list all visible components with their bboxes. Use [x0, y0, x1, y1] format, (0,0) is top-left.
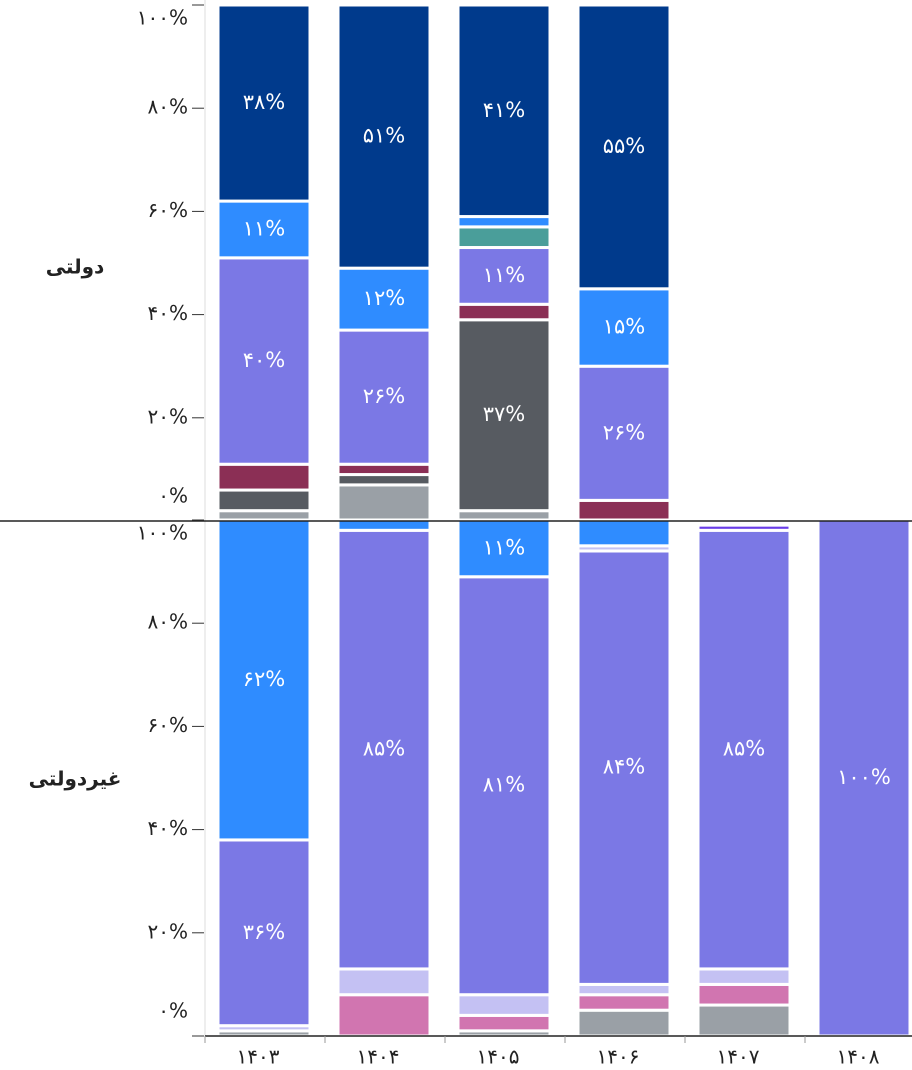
y-tick-label: ۸۰% [148, 610, 189, 634]
bar-segment [576, 1008, 672, 1038]
value-label: ۱۵% [603, 315, 646, 339]
value-label: ۶۲% [243, 667, 286, 691]
bar-segment [456, 575, 552, 997]
bar-segment [696, 528, 792, 971]
bar-segment [336, 967, 432, 997]
bar-segment [456, 1013, 552, 1033]
bar-segment [456, 318, 552, 513]
value-label: ۴۰% [243, 348, 286, 372]
y-tick-label: ۰% [158, 999, 188, 1023]
bar-segment [216, 3, 312, 203]
bar-segment [216, 199, 312, 260]
bar-segment [216, 462, 312, 492]
y-tick-label: ۲۰% [148, 404, 189, 428]
value-label: ۲۶% [363, 384, 406, 408]
bar-segment [216, 256, 312, 466]
y-tick-label: ۰% [158, 484, 188, 508]
x-tick-label: ۱۴۰۵ [477, 1045, 520, 1069]
bar-segment [696, 967, 792, 986]
value-label: ۳۶% [243, 920, 286, 944]
bar-segment [336, 473, 432, 487]
y-tick-label: ۴۰% [148, 301, 189, 325]
bar-segment [456, 225, 552, 250]
panel-label: دولتی [46, 255, 105, 279]
bar-segment [336, 993, 432, 1038]
bar-segment [576, 287, 672, 368]
value-label: ۱۱% [243, 216, 286, 240]
value-label: ۱۰۰% [837, 765, 891, 789]
y-tick-label: ۲۰% [148, 919, 189, 943]
bar-segment [456, 3, 552, 219]
x-tick-label: ۱۴۰۶ [597, 1045, 640, 1069]
x-tick-label: ۱۴۰۳ [237, 1045, 280, 1069]
bar-segment [456, 518, 552, 579]
bar-segment [696, 523, 792, 532]
bar-segment [216, 518, 312, 842]
bar-segment [336, 462, 432, 477]
y-tick-label: ۶۰% [148, 198, 189, 222]
value-label: ۸۴% [603, 755, 646, 779]
value-label: ۱۲% [363, 286, 406, 310]
bar-segment [816, 518, 912, 1038]
bar-segment [576, 993, 672, 1012]
value-label: ۱۱% [483, 535, 526, 559]
bar-segment [576, 549, 672, 986]
panel-label: غیردولتی [29, 767, 122, 791]
bar-segment [456, 993, 552, 1017]
value-label: ۵۵% [603, 134, 646, 158]
x-tick-label: ۱۴۰۸ [837, 1045, 880, 1069]
bar-segment [336, 3, 432, 270]
y-tick-label: ۶۰% [148, 713, 189, 737]
bar-segment [456, 215, 552, 229]
x-tick-label: ۱۴۰۴ [357, 1045, 400, 1069]
x-tick-label: ۱۴۰۷ [717, 1045, 760, 1069]
bar-segment [216, 488, 312, 513]
value-label: ۳۸% [243, 90, 286, 114]
bar-segment [576, 518, 672, 548]
value-label: ۸۵% [723, 737, 766, 761]
bar-segment [456, 302, 552, 322]
bar-segment [336, 518, 432, 532]
bar-segment [696, 982, 792, 1007]
y-tick-label: ۴۰% [148, 816, 189, 840]
bar-segment [336, 528, 432, 971]
bar-segment [696, 1003, 792, 1038]
bar-segment [576, 982, 672, 997]
value-label: ۴۱% [483, 98, 526, 122]
value-label: ۲۶% [603, 420, 646, 444]
value-label: ۵۱% [363, 124, 406, 148]
bar-segment [576, 3, 672, 291]
value-label: ۸۱% [483, 773, 526, 797]
y-tick-label: ۱۰۰% [137, 521, 188, 545]
bar-segment [576, 498, 672, 523]
bar-segment [456, 246, 552, 306]
y-tick-label: ۸۰% [148, 95, 189, 119]
value-label: ۸۵% [363, 737, 406, 761]
value-label: ۳۷% [483, 402, 526, 426]
value-label: ۱۱% [483, 263, 526, 287]
y-tick-label: ۱۰۰% [137, 6, 188, 30]
bar-segment [336, 483, 432, 523]
